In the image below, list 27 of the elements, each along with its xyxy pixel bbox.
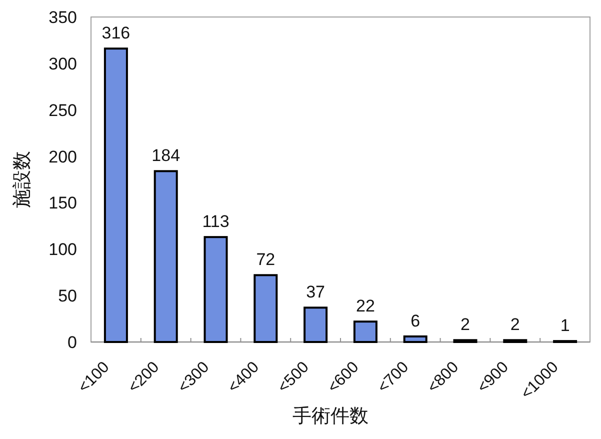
y-tick-label: 300 <box>48 54 77 74</box>
y-tick-label: 200 <box>48 147 77 166</box>
bar <box>353 320 378 343</box>
bar <box>403 335 428 343</box>
y-tick-label: 250 <box>48 100 77 120</box>
data-label: 113 <box>202 212 230 232</box>
y-tick-label: 150 <box>48 194 77 213</box>
data-label: 316 <box>102 24 130 43</box>
data-label: 2 <box>460 315 470 334</box>
x-axis-title: 手術件数 <box>292 406 368 427</box>
data-label: 37 <box>306 282 326 302</box>
data-label: 184 <box>152 146 180 166</box>
y-tick-label: 350 <box>48 8 77 27</box>
y-tick-label: 100 <box>48 240 77 260</box>
bar <box>104 48 128 343</box>
data-label: 2 <box>510 315 520 334</box>
bar <box>254 274 278 343</box>
data-label: 72 <box>256 250 276 270</box>
bar <box>304 306 328 343</box>
bar <box>204 236 228 343</box>
data-label: 22 <box>356 296 375 316</box>
y-tick-label: 50 <box>58 286 77 306</box>
data-label: 1 <box>560 316 570 336</box>
y-tick-label: 0 <box>68 333 77 352</box>
data-label: 6 <box>410 311 420 330</box>
bar <box>154 170 178 343</box>
y-axis-title: 施設数 <box>12 151 33 208</box>
